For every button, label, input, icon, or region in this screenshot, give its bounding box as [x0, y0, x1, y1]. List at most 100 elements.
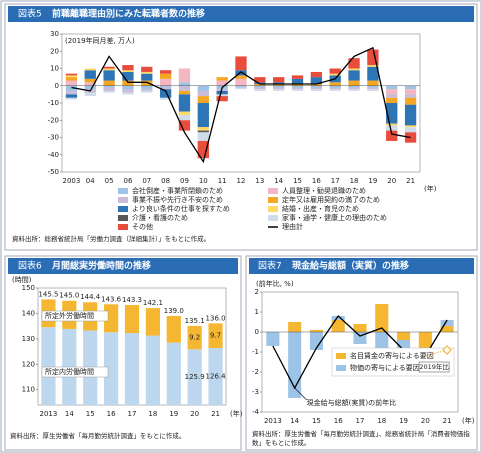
bar-segment — [65, 80, 78, 86]
figure-label: 図表7 — [258, 260, 282, 272]
y-unit: (時間) — [12, 276, 32, 284]
bar-segment — [159, 87, 172, 90]
data-label: 9.2 — [189, 334, 200, 342]
y-tick-label: 30 — [50, 30, 59, 38]
data-label: 125.9 — [185, 373, 205, 381]
total-label: 144.4 — [80, 293, 101, 301]
source-note: 資料出所：厚生労働省「毎月勤労統計調査」をもとに作成。 — [10, 432, 186, 440]
plot-frame — [61, 33, 421, 173]
bar-segment — [197, 85, 209, 91]
x-tick-label: 20 — [190, 410, 199, 418]
bar-segment — [348, 68, 360, 71]
bar-segment — [329, 87, 341, 90]
x-unit: (年) — [230, 409, 243, 418]
bar-segment — [187, 349, 202, 405]
legend-label: 定年又は雇用契約の満了のため — [282, 195, 380, 204]
bar-segment — [404, 132, 417, 143]
chart-title: 前職離職理由別にみた転職者数の推移 — [52, 8, 205, 20]
bar-segment — [104, 332, 119, 405]
bar-segment — [310, 87, 323, 90]
x-tick-label: 05 — [105, 177, 114, 185]
bar-segment — [41, 327, 56, 405]
x-tick-label: 10 — [199, 177, 208, 185]
bar-segment — [84, 70, 96, 79]
bar-segment — [375, 304, 389, 332]
legend-swatch — [268, 197, 278, 203]
annotation-marker — [442, 345, 452, 355]
x-tick-label: 14 — [65, 410, 74, 418]
bar-segment — [166, 342, 181, 405]
bar-segment — [291, 75, 304, 79]
bar-segment — [103, 90, 115, 93]
bar-segment — [65, 77, 78, 81]
y-tick-label: -2 — [252, 368, 259, 376]
y-tick-label: -20 — [48, 116, 59, 124]
total-label: 142.1 — [143, 299, 163, 307]
bar-segment — [178, 85, 191, 91]
bar-segment — [197, 130, 209, 133]
x-tick-label: 18 — [377, 417, 386, 425]
bar-segment — [84, 78, 96, 83]
bar-segment — [353, 324, 367, 332]
x-tick-label: 17 — [331, 177, 340, 185]
bar-segment — [103, 87, 115, 91]
bar-segment — [404, 104, 417, 126]
bar-segment — [122, 89, 134, 93]
bar-segment — [309, 330, 323, 332]
y-tick-label: -40 — [48, 151, 59, 159]
annotation-box — [418, 361, 450, 373]
bar-segment — [159, 78, 172, 86]
legend-swatch — [118, 206, 128, 212]
bar-segment — [65, 73, 78, 76]
bar-segment — [367, 49, 379, 66]
legend-label: 結婚・出産・育児のため — [282, 204, 359, 213]
bar-segment — [404, 94, 417, 98]
bar-segment — [254, 87, 266, 90]
bar-segment — [273, 85, 285, 88]
figure-label: 図表6 — [18, 260, 42, 272]
x-tick-label: 16 — [107, 410, 116, 418]
x-tick-label: 13 — [255, 177, 264, 185]
bar-segment — [404, 97, 417, 105]
bar-segment — [159, 70, 172, 74]
y-tick-label: 20 — [50, 47, 59, 55]
y-tick-label: 10 — [50, 65, 59, 73]
bar-segment — [254, 89, 266, 91]
bar-segment — [235, 85, 247, 88]
bar-segment — [208, 348, 223, 405]
bar-segment — [84, 68, 96, 71]
bar-segment — [235, 70, 247, 76]
bar-segment — [310, 84, 323, 86]
bar-segment — [216, 77, 228, 81]
header-bar — [8, 258, 238, 274]
series-label-box — [41, 310, 109, 322]
y-tick-label: -1 — [252, 348, 259, 356]
line — [71, 46, 411, 164]
bar-segment — [291, 78, 304, 85]
bar-segment — [273, 77, 285, 83]
bar-segment — [254, 84, 266, 86]
bar-segment — [141, 80, 153, 86]
bar-segment — [178, 115, 191, 121]
bar-segment — [310, 77, 323, 85]
legend-swatch — [118, 224, 128, 230]
bar-segment — [273, 84, 285, 86]
bar-segment — [124, 333, 140, 405]
y-tick-label: 110 — [22, 386, 35, 394]
bar-segment — [273, 87, 285, 90]
bar-segment — [348, 89, 360, 91]
bar-segment — [178, 82, 191, 86]
legend-label: 理由計 — [282, 222, 303, 231]
x-tick-label: 19 — [368, 177, 377, 185]
total-label: 136.0 — [206, 315, 226, 323]
bar-segment — [386, 89, 398, 95]
x-tick-label: 08 — [161, 177, 170, 185]
bar-segment — [145, 335, 160, 405]
bar-segment — [386, 97, 398, 103]
bar-segment — [235, 87, 247, 90]
bar-segment — [159, 89, 172, 98]
x-unit: (年) — [462, 416, 475, 425]
x-tick-label: 17 — [128, 410, 137, 418]
bar-segment — [386, 130, 398, 141]
